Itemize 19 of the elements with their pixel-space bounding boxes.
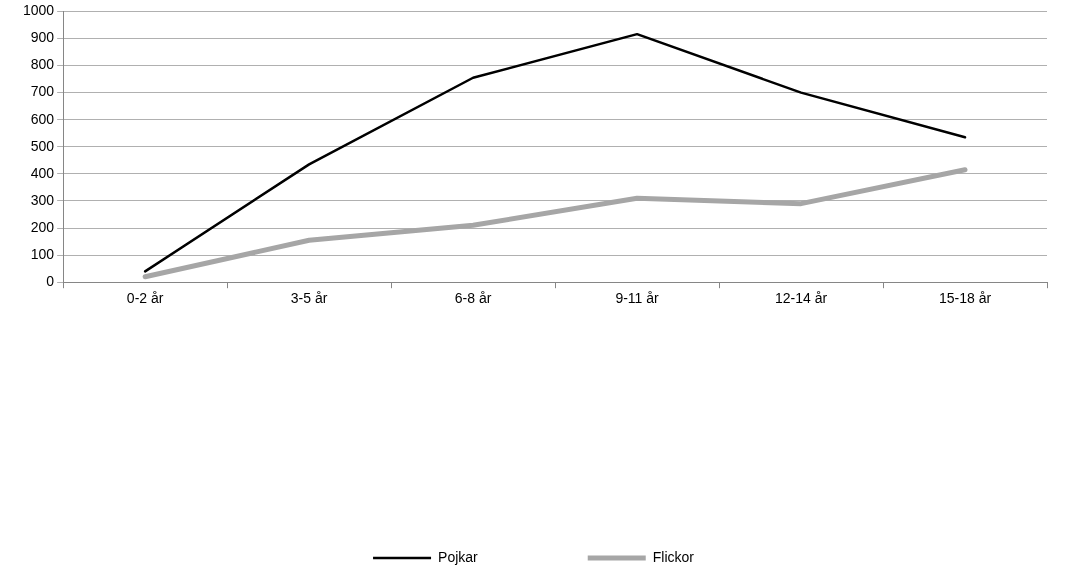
x-tick-label: 12-14 år [774, 290, 828, 307]
x-tick-label: 3-5 år [290, 290, 328, 307]
y-tick-label: 800 [30, 56, 55, 73]
legend-label: Flickor [652, 548, 695, 565]
y-tick-label: 300 [30, 191, 55, 208]
x-tick-label: 0-2 år [126, 290, 164, 307]
legend-label: Pojkar [438, 548, 479, 565]
y-tick-label: 400 [30, 164, 55, 181]
x-tick-label: 15-18 år [938, 290, 992, 307]
y-tick-label: 200 [30, 218, 55, 235]
y-tick-label: 600 [30, 110, 55, 127]
y-tick-label: 900 [30, 29, 55, 46]
y-tick-label: 0 [46, 273, 55, 290]
y-tick-label: 1000 [22, 2, 55, 19]
x-tick-label: 9-11 år [615, 290, 660, 307]
y-tick-label: 100 [30, 245, 55, 262]
y-tick-label: 500 [30, 137, 55, 154]
y-tick-label: 700 [30, 83, 55, 100]
x-tick-label: 6-8 år [454, 290, 492, 307]
